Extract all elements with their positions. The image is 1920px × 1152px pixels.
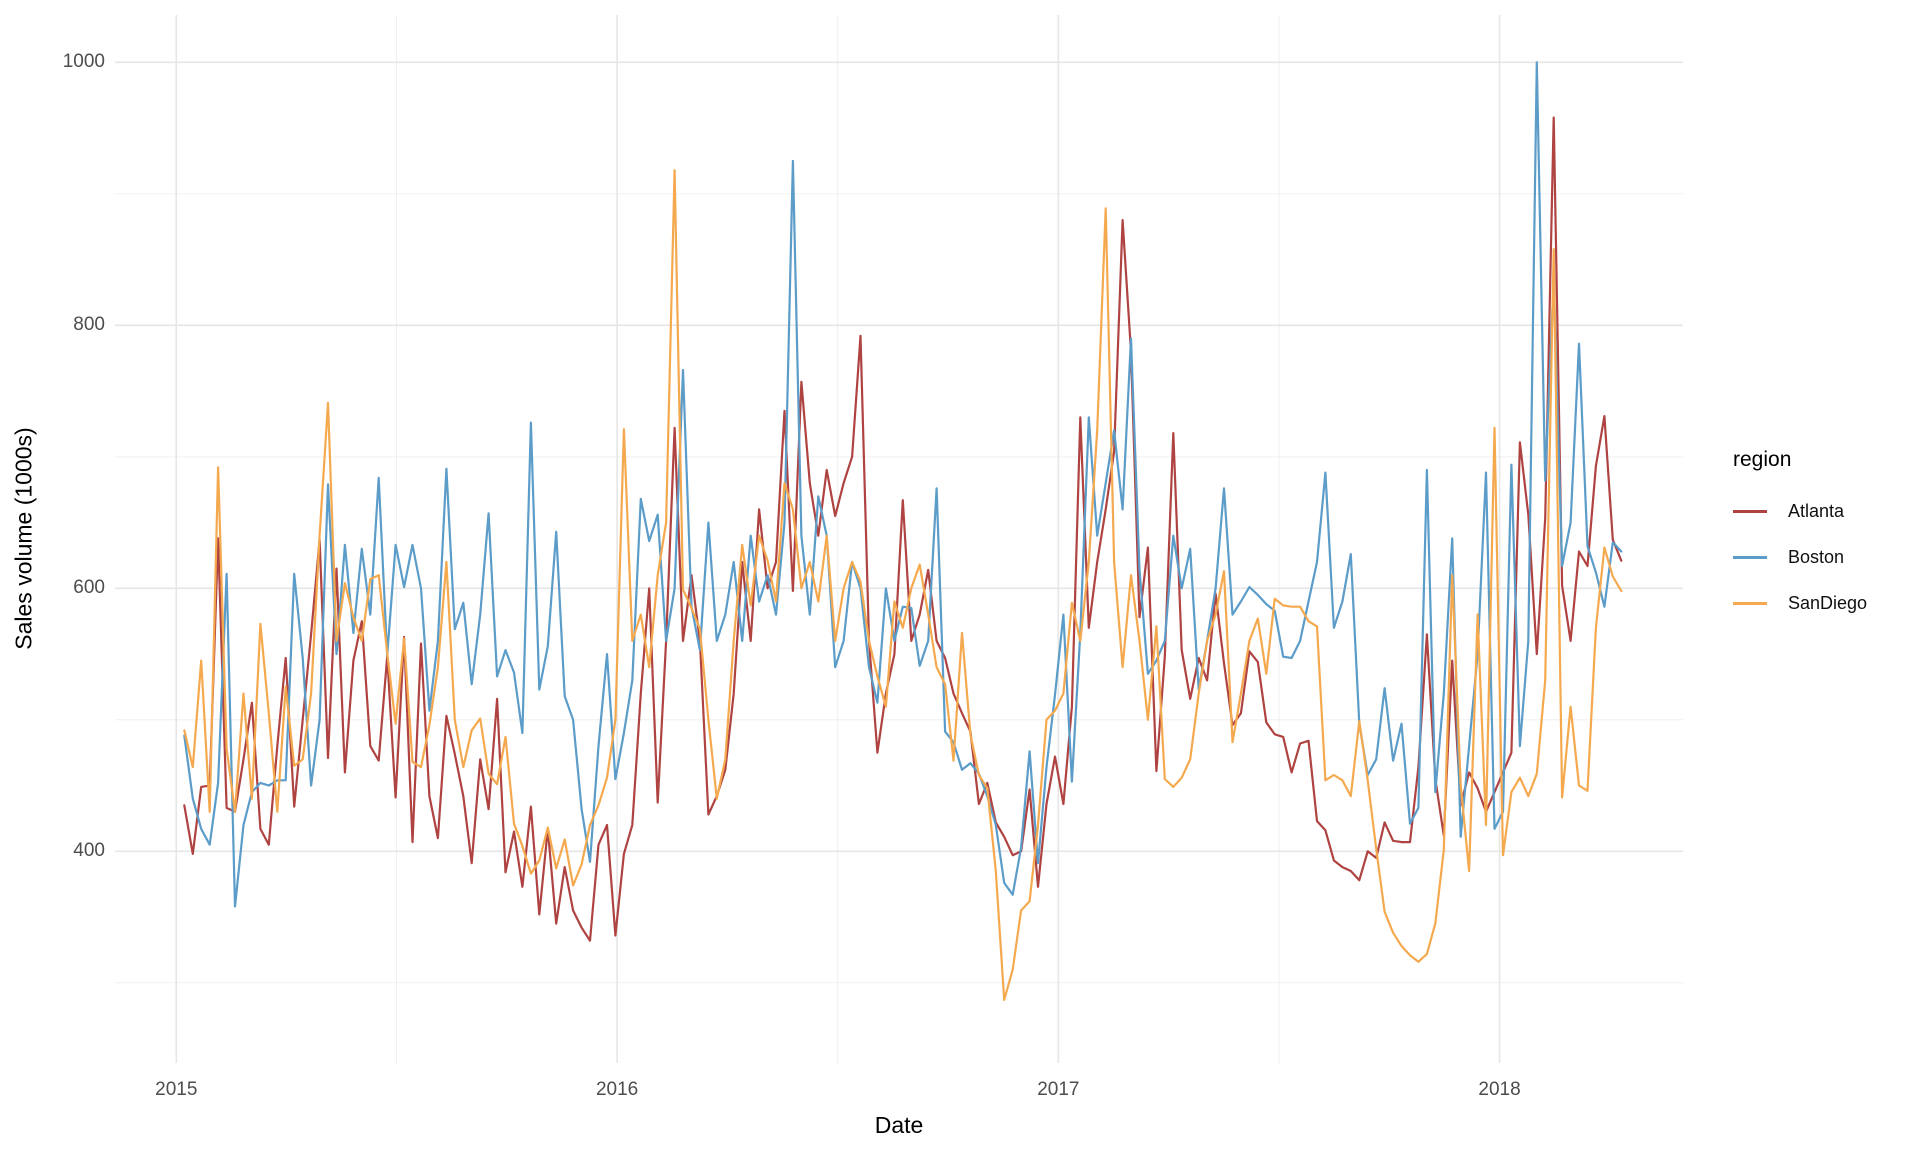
x-tick-2018: 2018 bbox=[1478, 1079, 1521, 1100]
x-tick-2015: 2015 bbox=[155, 1079, 198, 1100]
y-axis-title: Sales volume (1000s) bbox=[10, 427, 37, 650]
legend-label-boston: Boston bbox=[1788, 546, 1845, 567]
legend-title: region bbox=[1733, 448, 1792, 471]
legend: region Atlanta Boston SanDiego bbox=[1733, 448, 1867, 626]
legend-key-atlanta-line bbox=[1733, 509, 1767, 513]
series-line-sandiego bbox=[183, 169, 1623, 1002]
legend-item-atlanta: Atlanta bbox=[1733, 488, 1867, 534]
y-tick-1000: 1000 bbox=[62, 51, 105, 73]
series-line-boston bbox=[183, 61, 1623, 908]
legend-label-sandiego: SanDiego bbox=[1788, 592, 1868, 613]
x-tick-2017: 2017 bbox=[1037, 1079, 1080, 1100]
legend-label-atlanta: Atlanta bbox=[1788, 500, 1845, 521]
y-tick-400: 400 bbox=[73, 840, 105, 862]
y-tick-600: 600 bbox=[73, 577, 105, 599]
legend-item-sandiego: SanDiego bbox=[1733, 580, 1867, 626]
legend-item-boston: Boston bbox=[1733, 534, 1867, 580]
y-tick-800: 800 bbox=[73, 314, 105, 336]
legend-key-sandiego-line bbox=[1733, 601, 1767, 605]
series-line-atlanta bbox=[183, 116, 1623, 942]
x-axis-title: Date bbox=[874, 1112, 924, 1138]
x-tick-2016: 2016 bbox=[595, 1079, 639, 1100]
legend-key-boston-line bbox=[1733, 555, 1767, 559]
